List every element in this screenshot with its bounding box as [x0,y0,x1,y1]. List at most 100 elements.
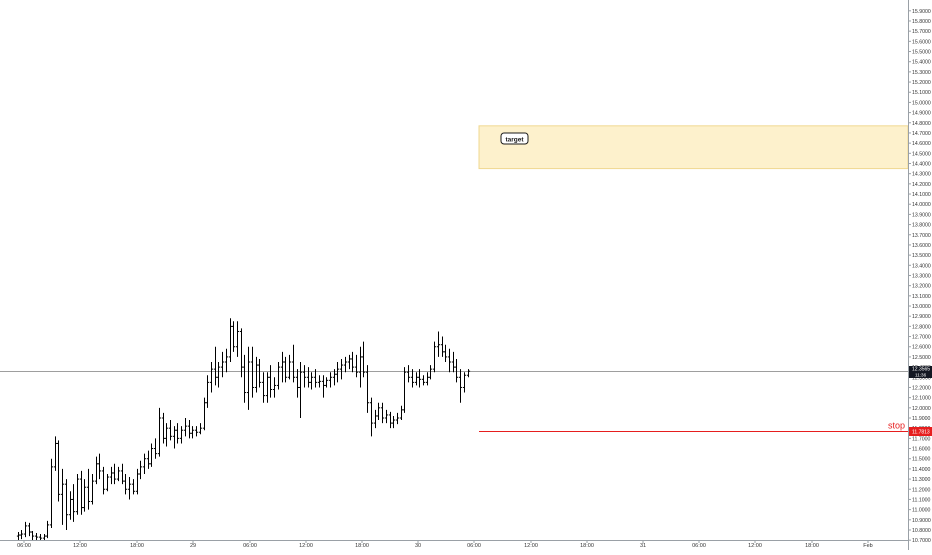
ohlc-bar [45,520,50,539]
y-tick-label: 14.6000 [912,141,931,147]
ohlc-bar [239,328,244,378]
y-tick-label: 13.0000 [912,304,931,310]
ohlc-bar [458,369,463,403]
x-tick-label: 12:00 [748,543,762,549]
ohlc-bar [90,473,95,505]
y-tick-label: 13.8000 [912,223,931,229]
ohlc-bar [202,397,207,431]
x-tick-label: 06:00 [17,543,31,549]
x-tick-label: 29 [190,543,196,549]
x-tick-label: 31 [640,543,646,549]
ohlc-bar [164,423,169,447]
ohlc-bar [105,473,110,492]
ohlc-bar [23,521,28,538]
ohlc-bar [369,397,374,437]
ohlc-bar [428,365,433,380]
ohlc-bar [254,356,259,393]
y-tick-label: 12.0000 [912,406,931,412]
ohlc-bar [276,362,281,390]
ohlc-bar [228,318,233,363]
ohlc-bar [302,365,307,388]
ohlc-bar [190,426,195,439]
ohlc-bar [116,466,121,482]
x-tick-label: Feb [863,543,872,549]
y-tick-label: 12.5000 [912,355,931,361]
ohlc-bar [328,372,333,388]
stop-price-label: 11.7813 [909,427,932,436]
ohlc-bar [49,458,54,528]
ohlc-bar [205,375,210,408]
ohlc-bar [436,331,441,357]
y-tick-label: 11.6000 [912,447,930,453]
x-tick-label: 18:00 [580,543,594,549]
ohlc-bar [75,473,80,515]
ohlc-bar [146,450,151,469]
y-tick-label: 14.8000 [912,121,931,127]
x-tick-label: 06:00 [243,543,257,549]
ohlc-bar [112,463,117,485]
y-tick-label: 15.6000 [912,39,931,45]
last-price-countdown: 11:36 [915,373,927,378]
ohlc-bar [157,407,162,457]
y-tick-label: 15.9000 [912,9,931,15]
y-tick-label: 15.8000 [912,19,931,25]
ohlc-bar [261,372,266,403]
ohlc-bar [242,354,247,403]
y-tick-label: 12.1000 [912,396,931,402]
ohlc-bar [220,351,225,378]
ohlc-bar [168,420,173,441]
ohlc-bar [268,365,273,398]
ohlc-bar [462,372,467,393]
ohlc-bar [391,415,396,429]
x-tick-label: 18:00 [355,543,369,549]
y-tick-label: 15.5000 [912,50,931,56]
y-tick-label: 15.2000 [912,80,931,86]
ohlc-bar [257,358,262,388]
ohlc-bar [56,440,61,502]
ohlc-bar [120,463,125,485]
ohlc-bar [94,456,99,485]
ohlc-bar [432,341,437,373]
ohlc-bar [347,354,352,370]
ohlc-bar [30,530,35,541]
stop-label: stop [888,421,905,431]
ohlc-bar [198,423,203,435]
y-tick-label: 11.0000 [912,508,930,514]
target-zone[interactable] [478,125,909,170]
ohlc-bar [16,532,21,541]
ohlc-bar [161,412,166,444]
ohlc-bar [194,426,199,437]
ohlc-bar [321,375,326,398]
y-tick-label: 15.3000 [912,70,931,76]
ohlc-bar [324,377,329,388]
x-tick-label: 06:00 [692,543,706,549]
y-tick-label: 14.7000 [912,131,931,137]
target-label[interactable]: target [500,132,529,145]
ohlc-bar [384,409,389,424]
x-tick-label: 06:00 [467,543,481,549]
x-tick-label: 12:00 [524,543,538,549]
y-tick-label: 10.7000 [912,538,931,544]
ohlc-bar [235,321,240,357]
y-tick-label: 13.4000 [912,263,931,269]
y-tick-label: 12.3000 [912,375,931,381]
ohlc-bar [440,336,445,357]
ohlc-bar [109,466,114,485]
ohlc-bar [317,375,322,388]
ohlc-bar [53,436,58,471]
target-label-box [500,132,529,145]
ohlc-bar [149,443,154,467]
y-tick-label: 12.7000 [912,335,931,341]
y-tick-label: 12.6000 [912,345,931,351]
y-tick-label: 14.2000 [912,182,931,188]
ohlc-bar [425,372,430,386]
last-price-value: 12.3565 [912,367,930,373]
y-tick-label: 14.4000 [912,162,931,168]
ohlc-bar [339,358,344,380]
ohlc-bar [447,348,452,373]
ohlc-bar [138,460,143,480]
x-tick-label: 18:00 [130,543,144,549]
ohlc-bar [298,362,303,418]
